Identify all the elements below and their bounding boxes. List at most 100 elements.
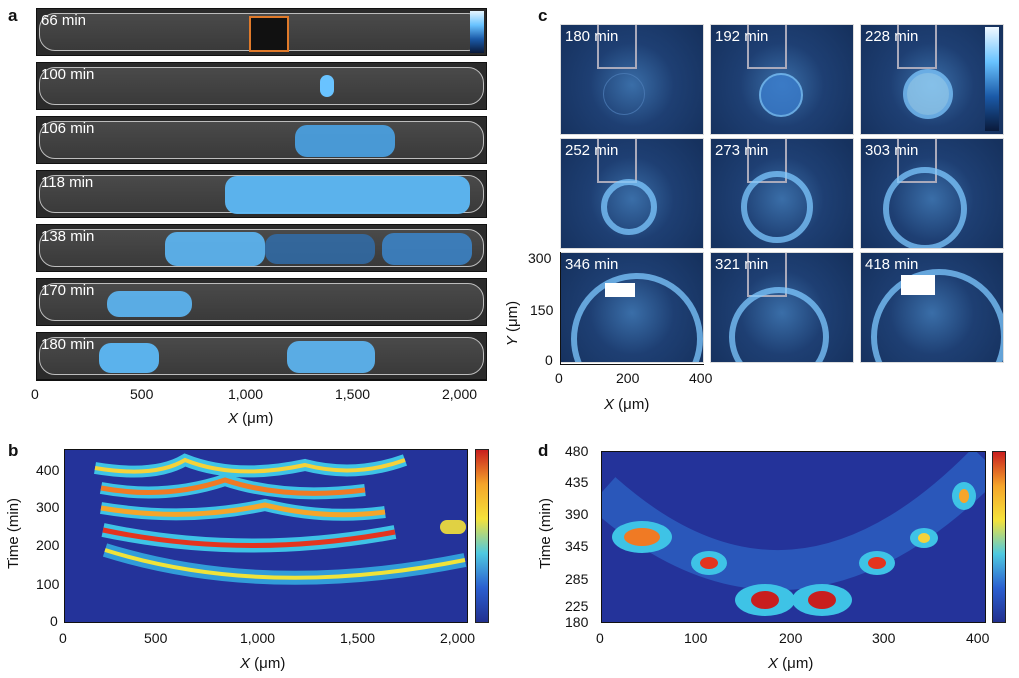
panel-d-x-tick: 200 (779, 630, 803, 646)
panel-d-y-tick: 345 (565, 538, 589, 554)
cell-label: 346 min (565, 256, 619, 273)
panel-c-x-tick: 400 (689, 370, 713, 386)
strip-label: 180 min (41, 336, 95, 353)
cell-228min: 228 min (860, 24, 1004, 135)
chamber-outline (897, 25, 937, 69)
glow-ring (601, 179, 657, 235)
panel-c-x-axis (560, 364, 704, 365)
strip-180min: 180 min (36, 332, 487, 380)
cell-label: 321 min (715, 256, 769, 273)
strip-170min: 170 min (36, 278, 487, 326)
panel-d-y-tick: 285 (565, 571, 589, 587)
chamber-outline (747, 25, 787, 69)
glow-band (265, 234, 375, 264)
colorbar (985, 27, 999, 131)
panel-b-y-tick: 300 (36, 499, 60, 515)
panel-d-letter: d (538, 441, 549, 460)
cell-252min: 252 min (560, 138, 704, 249)
cell-label: 273 min (715, 142, 769, 159)
chamber-outline (597, 25, 637, 69)
panel-d-y-tick: 435 (565, 474, 589, 490)
glow-band (382, 233, 472, 265)
glow-ring (759, 73, 803, 117)
glow-ring (883, 167, 967, 248)
panel-c-y-axis (560, 252, 561, 364)
glow-ring (741, 171, 813, 243)
panel-a-x-axis (36, 380, 487, 381)
panel-b-y-tick: 0 (50, 613, 58, 629)
panel-c-x-title: X (μm) (604, 396, 650, 413)
cell-label: 303 min (865, 142, 919, 159)
glow-ring (903, 69, 953, 119)
strip-label: 138 min (41, 228, 95, 245)
cell-label: 180 min (565, 28, 619, 45)
glow-spot (320, 75, 334, 97)
panel-d-colorbar (992, 451, 1006, 623)
cell-label: 228 min (865, 28, 919, 45)
panel-c-y-title: Y (μm) (504, 300, 522, 347)
glow-band (99, 343, 159, 373)
panel-d-x-title: X (μm) (768, 655, 814, 672)
strip-118min: 118 min (36, 170, 487, 218)
strip-label: 106 min (41, 120, 95, 137)
kymograph (602, 452, 985, 622)
strip-label: 118 min (41, 174, 94, 191)
glow-ring (603, 73, 645, 115)
panel-d-x-tick: 0 (596, 630, 604, 646)
panel-b-y-tick: 200 (36, 537, 60, 553)
panel-a-x-title: X (μm) (228, 410, 274, 427)
panel-d-y-tick: 480 (565, 443, 589, 459)
colorbar (470, 11, 484, 53)
strip-66min: 66 min (36, 8, 487, 56)
tube (39, 121, 484, 159)
strip-label: 66 min (41, 12, 87, 29)
panel-d-y-tick: 390 (565, 506, 589, 522)
panel-a-x-tick: 1,000 (228, 386, 264, 402)
glow-band (165, 232, 265, 266)
glow-band (287, 341, 375, 373)
cell-321min: 321 min (710, 252, 854, 363)
glow-band (225, 176, 470, 214)
glow-ring (729, 287, 829, 362)
panel-c-x-tick: 0 (555, 370, 563, 386)
kymograph (65, 450, 467, 622)
tube (39, 283, 484, 321)
glow-ring (871, 269, 1003, 362)
panel-d-y-tick: 180 (565, 614, 589, 630)
panel-d-heatmap (601, 451, 986, 623)
panel-b-x-tick: 2,000 (440, 630, 476, 646)
panel-a-x-tick: 2,000 (442, 386, 478, 402)
tube (39, 67, 484, 105)
panel-c-y-tick: 150 (530, 302, 554, 318)
panel-b-heatmap (64, 449, 468, 623)
bright-spot (901, 275, 935, 295)
panel-c-y-tick: 0 (545, 352, 553, 368)
panel-d-x-tick: 100 (684, 630, 708, 646)
panel-c-letter: c (538, 6, 548, 25)
cell-192min: 192 min (710, 24, 854, 135)
panel-d-x-tick: 300 (872, 630, 896, 646)
panel-a-letter: a (8, 6, 18, 25)
panel-b-x-tick: 1,500 (340, 630, 376, 646)
panel-b-colorbar (475, 449, 489, 623)
panel-d-x-tick: 400 (966, 630, 990, 646)
panel-c-y-tick: 300 (528, 250, 552, 266)
glow-ring (571, 273, 703, 362)
panel-c-x-tick: 200 (616, 370, 640, 386)
panel-b-y-tick: 100 (36, 576, 60, 592)
cell-180min: 180 min (560, 24, 704, 135)
panel-b-y-title: Time (min) (5, 497, 23, 570)
glow-band (295, 125, 395, 157)
panel-b-letter: b (8, 441, 19, 460)
cell-label: 252 min (565, 142, 619, 159)
strip-label: 100 min (41, 66, 95, 83)
panel-b-x-tick: 1,000 (240, 630, 276, 646)
cell-303min: 303 min (860, 138, 1004, 249)
panel-d-y-tick: 225 (565, 598, 589, 614)
cell-273min: 273 min (710, 138, 854, 249)
glow-band (107, 291, 192, 317)
strip-100min: 100 min (36, 62, 487, 110)
strip-138min: 138 min (36, 224, 487, 272)
bright-spot (605, 283, 635, 297)
cell-418min: 418 min (860, 252, 1004, 363)
